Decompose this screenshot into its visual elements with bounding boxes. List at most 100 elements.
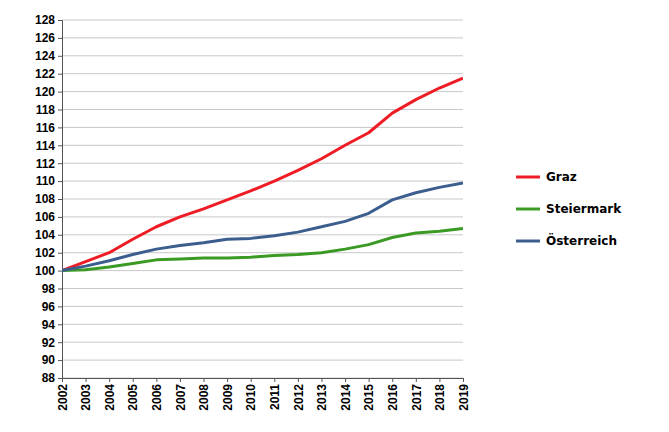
x-tick: 2018 [433,378,447,411]
y-tick: 112 [36,157,62,171]
y-tick: 100 [35,264,62,278]
x-tick: 2010 [244,378,258,411]
x-tick-label: 2016 [386,384,400,411]
grid-line [62,20,463,21]
x-tick: 2003 [79,378,93,411]
plot: 8890929496981001021041061081101121141161… [35,13,471,410]
x-tick: 2008 [197,378,211,411]
x-tick-mark [86,378,87,382]
x-tick-mark [392,378,393,382]
y-tick-mark [58,342,62,343]
grid-line [62,91,463,92]
y-tick-label: 98 [42,282,56,296]
x-tick-label: 2014 [339,384,353,411]
y-tick: 116 [36,121,62,135]
y-tick-mark [58,74,62,75]
x-tick-label: 2019 [457,384,471,411]
y-tick: 96 [42,300,62,314]
x-tick: 2017 [410,378,424,411]
x-tick-mark [345,378,346,382]
y-tick-mark [58,235,62,236]
y-tick-label: 102 [35,246,55,260]
x-tick: 2002 [56,378,70,411]
y-tick: 98 [42,282,62,296]
x-tick: 2019 [457,378,471,411]
x-axis: 2002200320042005200620072008200920102011… [56,378,471,411]
y-tick-mark [58,181,62,182]
grid-line [62,109,463,110]
y-axis: 8890929496981001021041061081101121141161… [35,13,63,385]
x-tick-mark [463,378,464,382]
y-tick-label: 100 [35,264,55,278]
x-tick: 2013 [315,378,329,411]
grid-line [62,288,463,289]
grid-line [62,127,463,128]
legend-item: Graz [516,170,577,184]
y-tick-label: 122 [35,67,55,81]
y-tick-mark [58,38,62,39]
y-tick-mark [58,127,62,128]
x-tick-mark [416,378,417,382]
y-tick-mark [58,306,62,307]
x-tick-label: 2003 [79,384,93,411]
y-tick-label: 124 [35,49,55,63]
grid-line [62,252,463,253]
grid-line [62,37,463,38]
series-line [62,229,463,271]
grid [62,20,463,378]
x-tick-label: 2013 [315,384,329,411]
x-tick-label: 2008 [197,384,211,411]
x-tick-label: 2011 [268,384,282,410]
x-tick-mark [133,378,134,382]
grid-line [62,145,463,146]
y-tick: 126 [35,31,62,45]
grid-line [62,324,463,325]
grid-line [62,199,463,200]
y-tick-mark [58,56,62,57]
x-tick-label: 2009 [221,384,235,411]
y-tick-label: 120 [35,85,55,99]
y-tick-mark [58,110,62,111]
grid-line [62,360,463,361]
y-tick-mark [58,92,62,93]
x-tick: 2006 [150,378,164,411]
lines [62,78,463,270]
y-tick-label: 118 [36,103,56,117]
y-tick-label: 110 [36,174,56,188]
grid-line [62,306,463,307]
legend-item: Österreich [516,233,617,248]
y-tick-mark [58,289,62,290]
y-tick: 94 [42,318,62,332]
legend-swatch [516,208,540,211]
legend-item: Steiermark [516,202,622,216]
y-tick-label: 128 [35,13,55,27]
y-tick: 118 [36,103,62,117]
y-tick-mark [58,378,62,379]
grid-line [62,181,463,182]
x-tick: 2011 [268,378,282,410]
y-tick-mark [58,20,62,21]
grid-line [62,270,463,271]
x-tick: 2009 [221,378,235,411]
y-tick-mark [58,253,62,254]
y-tick-label: 116 [36,121,56,135]
x-tick-label: 2002 [56,384,70,411]
x-tick-label: 2012 [292,384,306,411]
x-tick-label: 2015 [362,384,376,411]
x-tick-mark [251,378,252,382]
x-tick: 2005 [126,378,140,411]
y-tick-label: 108 [35,192,55,206]
x-tick-mark [180,378,181,382]
y-tick-label: 92 [42,336,56,350]
x-tick-mark [204,378,205,382]
y-tick: 114 [36,139,62,153]
y-tick-mark [58,360,62,361]
x-tick: 2015 [362,378,376,411]
y-tick-label: 96 [42,300,56,314]
y-tick-mark [58,271,62,272]
y-tick: 120 [35,85,62,99]
x-tick-mark [62,378,63,382]
grid-line [62,55,463,56]
y-tick: 106 [35,210,62,224]
y-tick-label: 104 [35,228,55,242]
